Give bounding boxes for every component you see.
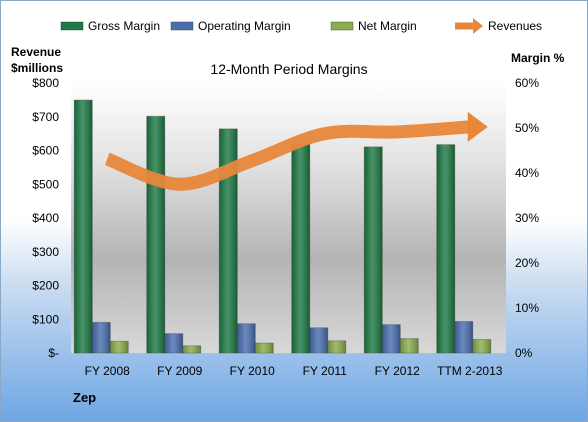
left-tick-label-800: $800	[32, 76, 59, 90]
legend-swatch-net-margin	[330, 21, 354, 31]
bar-shading-net-margin-fy-2010	[255, 343, 274, 353]
bar-shading-net-margin-fy-2008	[110, 341, 129, 353]
bar-shading-gross-margin-fy-2009	[146, 116, 165, 353]
left-tick-label-: $-	[48, 346, 59, 360]
right-axis-title: Margin %	[511, 51, 565, 65]
bar-shading-net-margin-fy-2012	[400, 338, 419, 353]
bar-shading-operating-margin-fy-2010	[237, 323, 256, 353]
legend-arrow-revenues	[473, 18, 483, 34]
x-axis: FY 2008 FY 2009 FY 2010 FY 2011 FY 2012 TTM 2…	[85, 364, 503, 378]
left-tick-label-600: $600	[32, 144, 59, 158]
bar-shading-operating-margin-ttm-2-2013	[454, 321, 473, 353]
chart-title: 12-Month Period Margins	[210, 61, 367, 77]
bar-shading-net-margin-ttm-2-2013	[472, 339, 491, 353]
legend-label-net-margin: Net Margin	[358, 19, 417, 33]
right-tick-label-50: 50%	[515, 121, 539, 135]
left-tick-label-500: $500	[32, 177, 59, 191]
left-tick-label-200: $200	[32, 279, 59, 293]
right-tick-label-10: 10%	[515, 301, 539, 315]
bar-shading-operating-margin-fy-2008	[92, 322, 111, 353]
left-tick-label-400: $400	[32, 211, 59, 225]
bar-shading-operating-margin-fy-2011	[309, 327, 328, 353]
x-tick-label-fy-2011: FY 2011	[303, 364, 348, 378]
bar-shading-operating-margin-fy-2012	[382, 324, 401, 353]
right-tick-label-40: 40%	[515, 166, 539, 180]
x-tick-label-ttm-2-2013: TTM 2-2013	[437, 364, 503, 378]
right-tick-label-0: 0%	[515, 346, 533, 360]
bar-shading-gross-margin-fy-2008	[74, 100, 93, 353]
bar-shading-gross-margin-ttm-2-2013	[436, 144, 455, 353]
legend-label-revenues: Revenues	[488, 19, 542, 33]
bars	[73, 99, 492, 354]
revenue-line-path	[104, 120, 471, 191]
bar-shading-gross-margin-fy-2012	[364, 146, 383, 353]
x-tick-label-fy-2012: FY 2012	[375, 364, 420, 378]
bar-shading-net-margin-fy-2011	[327, 340, 346, 353]
right-tick-label-60: 60%	[515, 76, 539, 90]
left-tick-label-100: $100	[32, 312, 59, 326]
bar-shading-gross-margin-fy-2011	[291, 143, 310, 353]
left-axis: $- $100 $200 $300 $400 $500 $600 $700 $800	[32, 76, 59, 360]
bar-shading-operating-margin-fy-2009	[164, 333, 183, 353]
x-tick-label-fy-2009: FY 2009	[157, 364, 202, 378]
left-tick-label-700: $700	[32, 110, 59, 124]
left-axis-title-line2: $millions	[11, 61, 63, 75]
right-tick-label-30: 30%	[515, 211, 539, 225]
right-axis: 0% 10% 20% 30% 40% 50% 60%	[515, 76, 539, 360]
left-axis-title-line1: Revenue	[11, 45, 61, 59]
legend-label-gross-margin: Gross Margin	[88, 19, 160, 33]
legend-label-operating-margin: Operating Margin	[198, 19, 291, 33]
left-tick-label-300: $300	[32, 245, 59, 259]
revenue-arrow-head	[467, 111, 488, 142]
revenue-line	[104, 111, 488, 191]
legend-swatch-operating-margin	[170, 21, 194, 31]
bar-shading-gross-margin-fy-2010	[219, 128, 238, 353]
company-name: Zep	[73, 390, 96, 405]
legend-swatch-gross-margin	[60, 21, 84, 31]
x-tick-label-fy-2010: FY 2010	[230, 364, 275, 378]
x-tick-label-fy-2008: FY 2008	[85, 364, 130, 378]
legend: Gross Margin Operating Margin Net Margin Re…	[60, 18, 542, 34]
bar-shading-net-margin-fy-2009	[182, 345, 201, 353]
right-tick-label-20: 20%	[515, 256, 539, 270]
